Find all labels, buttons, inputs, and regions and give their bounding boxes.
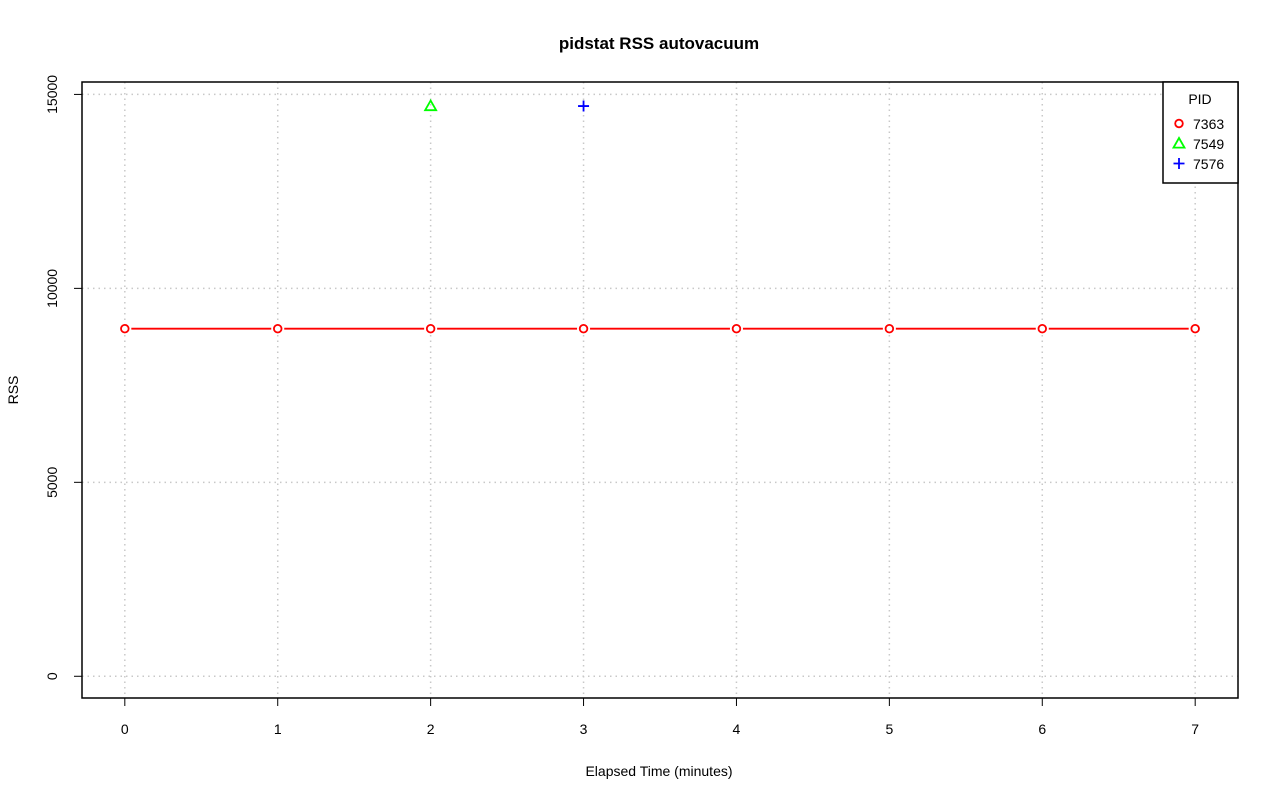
x-axis-label: Elapsed Time (minutes) xyxy=(585,763,732,779)
series-7363 xyxy=(120,324,1200,334)
legend-marker xyxy=(1173,158,1185,169)
x-tick-label: 7 xyxy=(1191,721,1199,737)
x-tick-label: 3 xyxy=(580,721,588,737)
legend-marker xyxy=(1174,118,1184,129)
legend-label: 7576 xyxy=(1193,156,1224,172)
grid xyxy=(82,82,1238,698)
legend-marker xyxy=(1171,136,1187,149)
y-tick-label: 15000 xyxy=(44,75,60,114)
data-point xyxy=(731,324,742,334)
y-tick-label: 5000 xyxy=(44,467,60,498)
series-layer xyxy=(120,98,1200,334)
data-point xyxy=(578,100,590,112)
data-point xyxy=(425,324,436,334)
series-7576 xyxy=(578,100,590,112)
legend: PID 7363 7549 7576 xyxy=(1162,81,1239,184)
data-point xyxy=(1190,324,1200,334)
legend-title: PID xyxy=(1188,91,1211,107)
y-axis-label: RSS xyxy=(5,376,21,405)
x-tick-label: 1 xyxy=(274,721,282,737)
chart-title: pidstat RSS autovacuum xyxy=(559,34,759,53)
data-point xyxy=(423,98,438,112)
y-axis: 0 5000 10000 15000 xyxy=(44,75,83,680)
data-point xyxy=(273,324,283,334)
legend-box xyxy=(1162,81,1239,184)
data-point xyxy=(578,324,589,334)
data-point xyxy=(884,324,895,334)
series-7549 xyxy=(423,98,438,112)
x-tick-label: 6 xyxy=(1038,721,1046,737)
x-tick-label: 5 xyxy=(885,721,893,737)
data-point xyxy=(120,324,130,334)
x-tick-label: 4 xyxy=(733,721,741,737)
y-tick-label: 0 xyxy=(44,672,60,680)
x-axis: 0 1 2 3 4 5 6 7 xyxy=(121,697,1199,737)
legend-label: 7549 xyxy=(1193,136,1224,152)
y-tick-label: 10000 xyxy=(44,269,60,308)
data-point xyxy=(1037,324,1047,334)
x-tick-label: 2 xyxy=(427,721,435,737)
plot-frame xyxy=(81,81,1239,699)
legend-label: 7363 xyxy=(1193,116,1224,132)
x-tick-label: 0 xyxy=(121,721,129,737)
